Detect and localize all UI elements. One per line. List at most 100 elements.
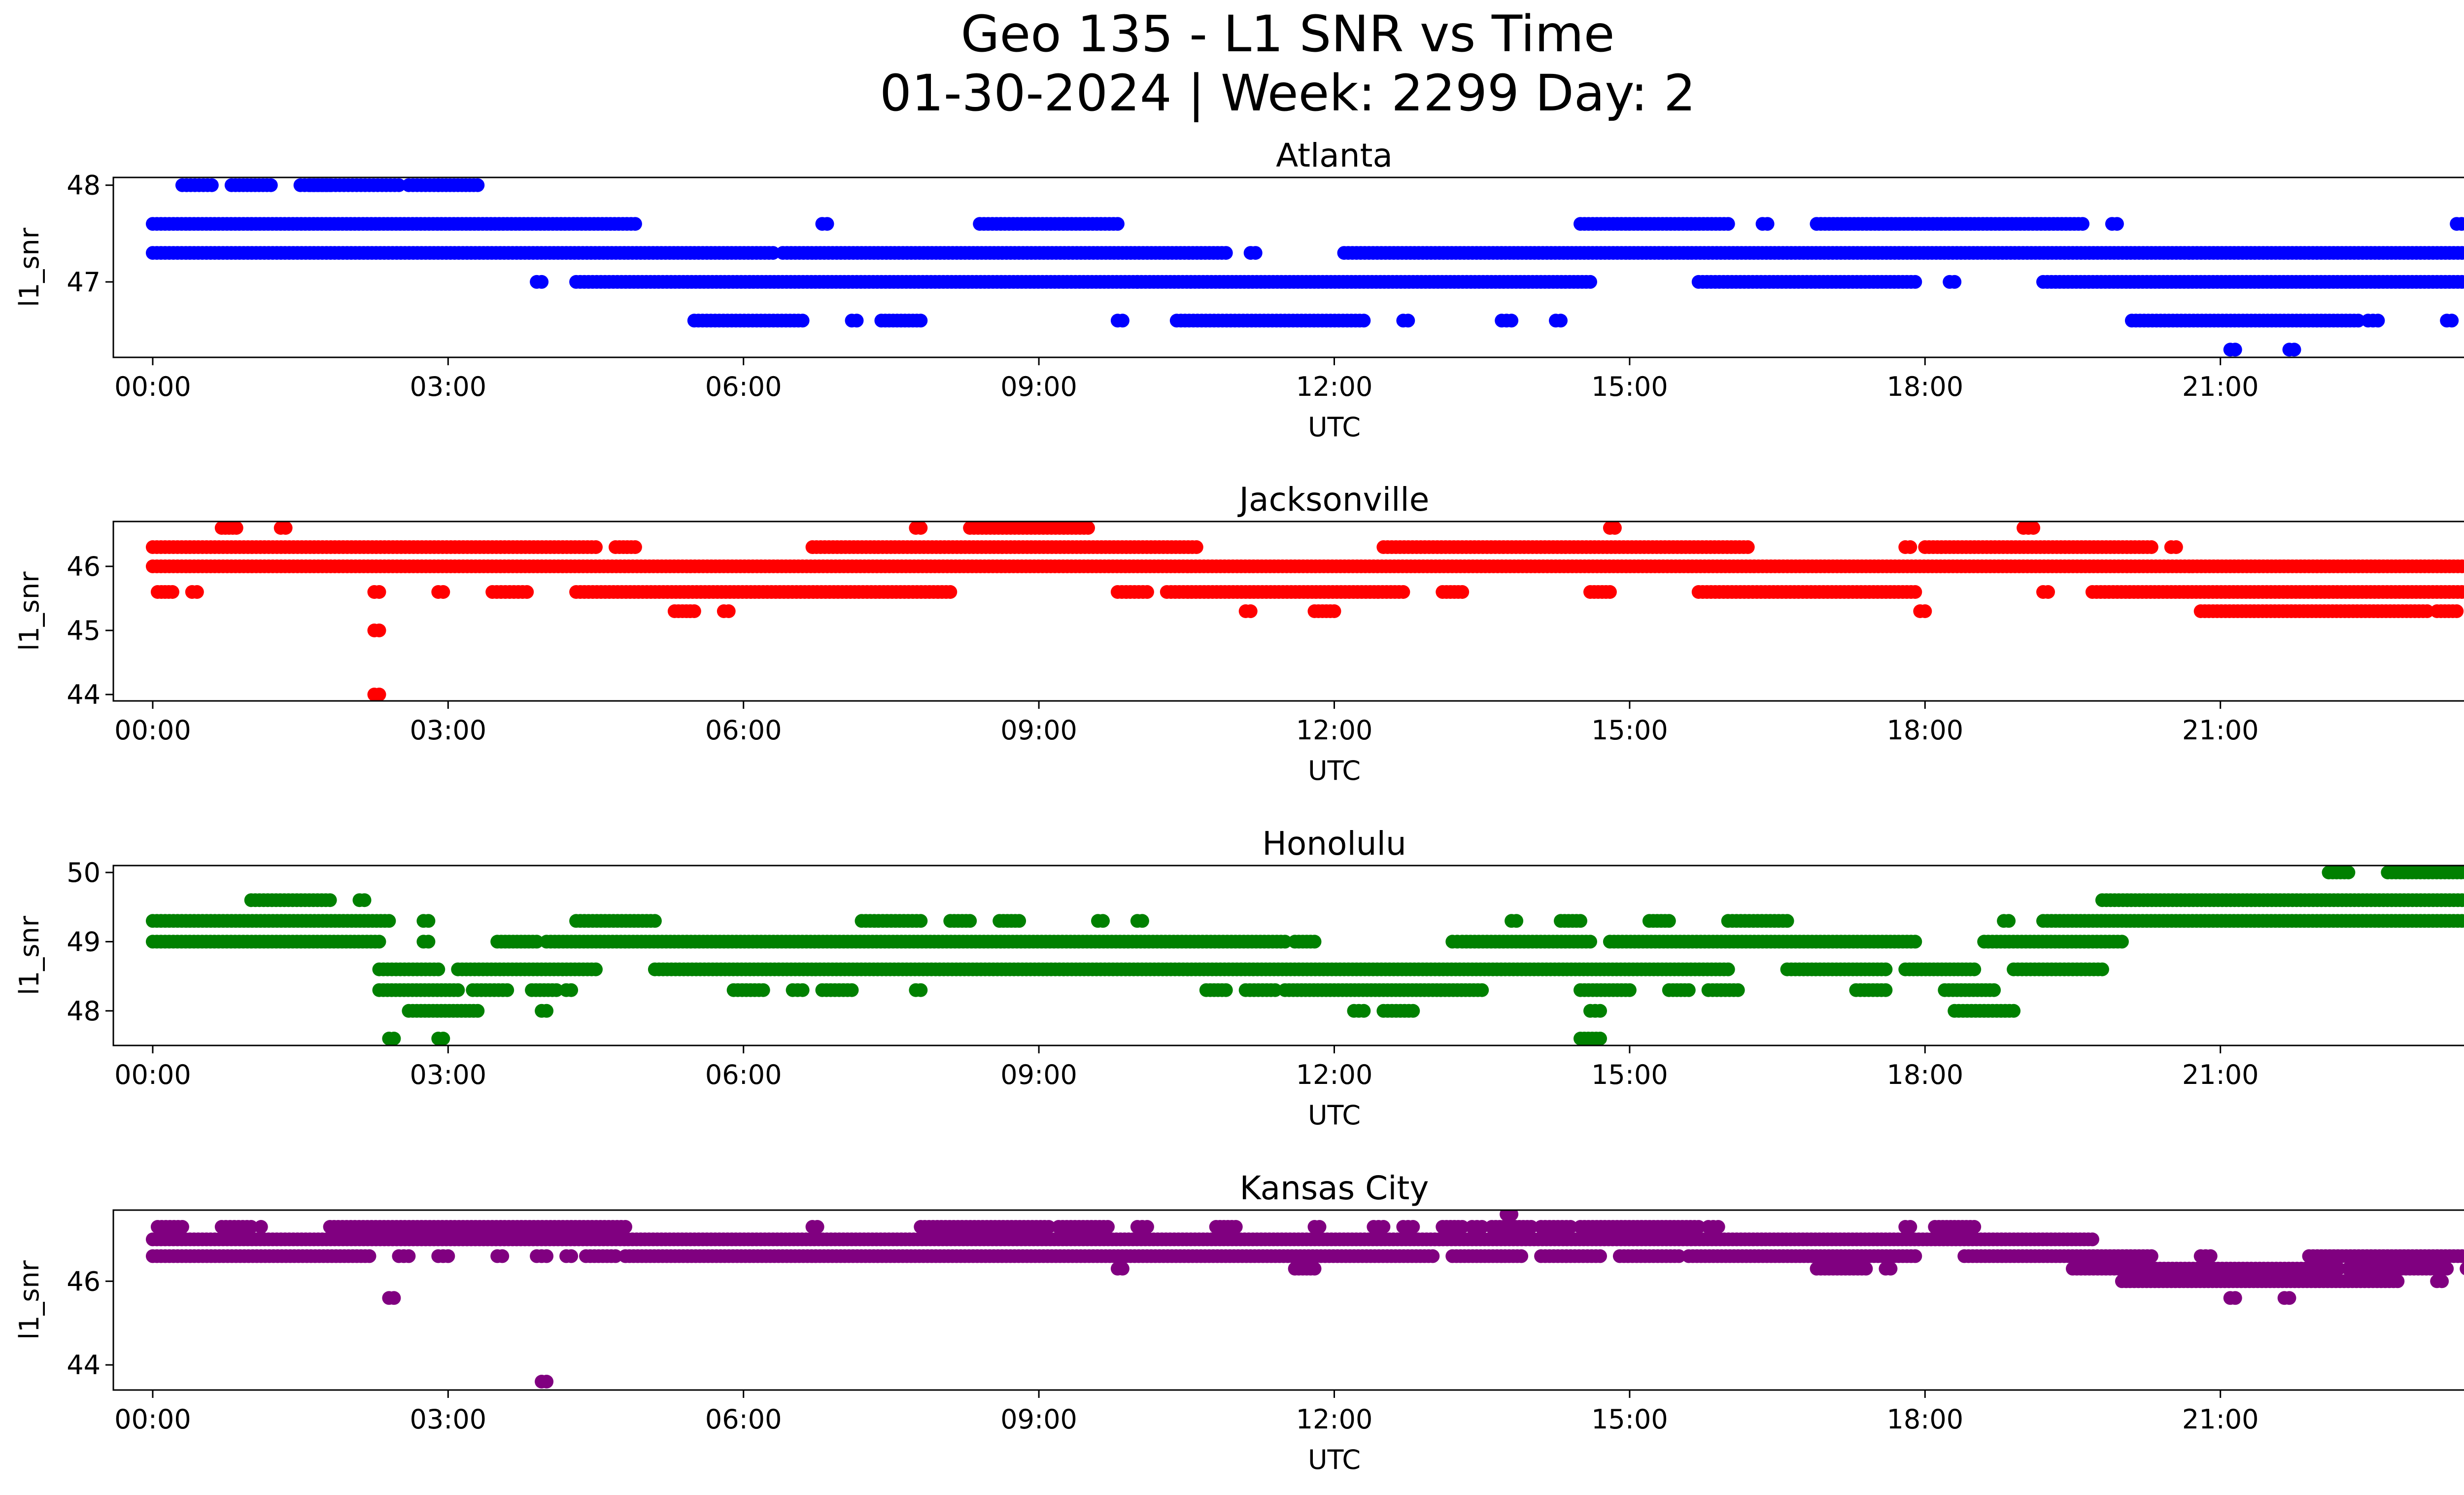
x-tick-label: 00:00 [114,715,191,746]
data-point [1967,962,1982,976]
data-point [2110,217,2124,231]
x-tick-label: 06:00 [705,1059,782,1090]
data-point [1608,522,1622,535]
data-point [1081,522,1095,535]
data-point [530,935,544,949]
data-point [264,178,278,192]
data-point [766,246,780,260]
data-point [372,935,386,949]
x-tick-label: 18:00 [1886,1059,1963,1090]
data-point [2458,866,2464,879]
data-point [165,585,179,599]
data-point [2026,522,2041,535]
data-point [2076,217,2089,231]
data-point [323,893,337,907]
x-tick-label: 03:00 [410,715,487,746]
data-point [451,983,465,997]
data-points [145,522,2464,701]
data-point [229,522,243,535]
subplot-title: Jacksonville [1237,481,1430,519]
data-point [2459,893,2464,907]
data-point [589,540,603,554]
data-point [535,275,549,289]
data-point [1583,275,1597,289]
data-point [1903,540,1917,554]
x-tick-label: 15:00 [1591,1059,1668,1090]
data-point [1189,540,1203,554]
y-tick-label: 48 [67,996,101,1027]
x-tick-label: 09:00 [1000,715,1077,746]
data-point [1219,983,1233,997]
data-point [421,935,436,949]
data-point [431,962,445,976]
data-point [1603,585,1617,599]
x-tick-label: 12:00 [1296,715,1373,746]
data-point [2445,313,2459,328]
data-points [145,1210,2464,1389]
data-point [1908,585,1922,599]
data-point [1229,1220,1243,1234]
data-point [1622,983,1637,997]
data-point [1243,604,1258,618]
data-point [372,624,386,637]
data-point [2228,343,2242,357]
data-point [1505,313,1519,328]
data-point [2462,868,2464,877]
data-point [721,604,736,618]
data-point [2144,540,2158,554]
figure-title: Geo 135 - L1 SNR vs Time 01-30-2024 | We… [0,5,2464,123]
data-point [850,313,864,328]
data-point [357,893,372,907]
data-point [1987,983,2001,997]
data-point [175,1220,189,1234]
x-tick-label: 21:00 [2182,1059,2259,1090]
data-point [1760,217,1775,231]
data-point [810,1220,824,1234]
data-point [2459,275,2464,289]
x-tick-label: 09:00 [1000,1059,1077,1090]
data-point [1042,1220,1056,1234]
y-axis-label: l1_snr [14,571,45,651]
data-point [845,983,859,997]
data-point [1711,1220,1725,1234]
data-point [1475,1220,1489,1234]
data-point [1268,983,1282,997]
data-point [795,313,810,328]
subplot-title: Kansas City [1240,1169,1429,1207]
data-point [471,178,485,192]
data-point [2459,246,2464,260]
data-point [1879,962,1893,976]
x-tick-label: 18:00 [1886,715,1963,746]
x-tick-label: 00:00 [114,371,191,402]
data-point [436,585,450,599]
data-point [564,983,579,997]
x-axis-label: UTC [1308,755,1361,786]
data-point [1401,313,1415,328]
data-point [1406,1004,1420,1018]
y-tick-label: 50 [67,857,101,888]
data-point [914,914,928,928]
data-point [1574,914,1587,928]
data-point [1248,246,1263,260]
data-point [1455,1220,1470,1234]
data-point [618,1220,632,1234]
subplot-title: Honolulu [1262,825,1406,863]
data-point [1524,1220,1539,1234]
data-point [1396,585,1410,599]
data-point [1096,914,1110,928]
x-tick-label: 18:00 [1886,371,1963,402]
data-point [540,1004,554,1018]
data-point [1327,604,1341,618]
data-point [1140,1220,1154,1234]
x-tick-label: 03:00 [410,371,487,402]
data-point [372,688,386,701]
data-point [1135,914,1149,928]
data-point [1918,604,1932,618]
data-point [1731,983,1745,997]
data-point [520,585,534,599]
data-point [628,217,642,231]
data-point [1691,1220,1706,1234]
